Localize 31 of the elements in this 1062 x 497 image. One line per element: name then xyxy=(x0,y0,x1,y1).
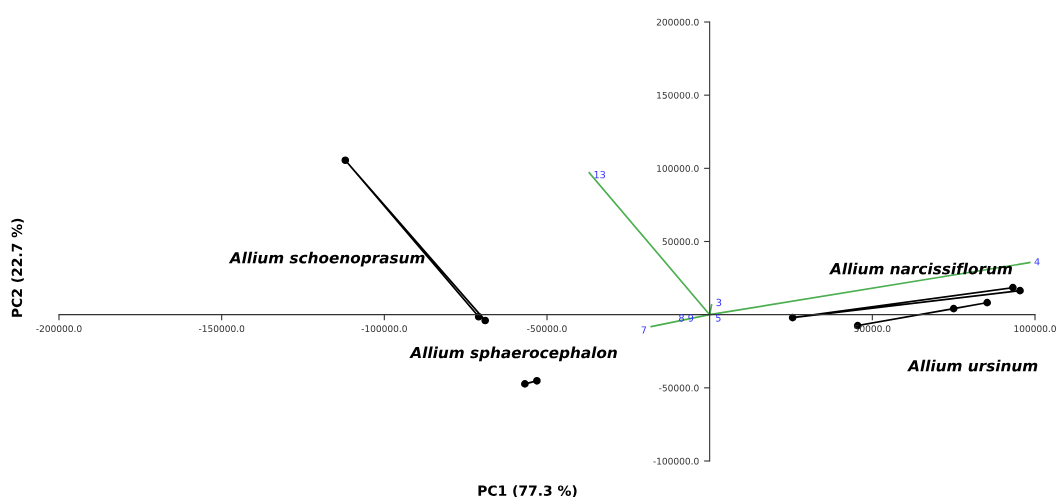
x-tick-label: -50000.0 xyxy=(527,325,567,333)
y-tick-label: -100000.0 xyxy=(653,457,699,465)
annotation: Allium schoenoprasum xyxy=(228,251,425,267)
annotation: 13 xyxy=(594,170,606,179)
annotation: 4 xyxy=(1034,258,1040,266)
point xyxy=(1016,286,1024,295)
annotation: 3 xyxy=(716,298,722,307)
x-tick-label: 100000.0 xyxy=(1014,325,1056,333)
x-tick-label: 50000.0 xyxy=(854,325,891,333)
y-tick-label: 200000.0 xyxy=(656,18,699,26)
annotation: Allium sphaerocephalon xyxy=(409,346,617,362)
point xyxy=(1009,283,1017,292)
x-tick-label: -150000.0 xyxy=(198,325,245,333)
point xyxy=(341,156,350,165)
point xyxy=(949,304,958,313)
x-axis-title: PC1 (77.3 %) xyxy=(478,485,577,497)
point xyxy=(481,316,490,325)
point xyxy=(521,380,529,388)
y-tick-label: 50000.0 xyxy=(662,238,699,246)
x-tick-label: -100000.0 xyxy=(361,325,407,333)
annotation: 5 xyxy=(715,314,721,322)
y-tick-label: 100000.0 xyxy=(657,165,699,172)
annotation: 7 xyxy=(641,326,647,334)
annotation: 8 9 xyxy=(679,314,694,322)
x-tick-label: -200000.0 xyxy=(36,325,82,333)
point xyxy=(983,298,991,307)
y-tick-label: 150000.0 xyxy=(657,91,699,99)
y-axis-title: PC2 (22.7 %) xyxy=(11,218,24,317)
annotation: Allium ursinum xyxy=(907,359,1038,372)
point xyxy=(533,376,541,385)
y-tick-label: -50000.0 xyxy=(659,384,699,392)
